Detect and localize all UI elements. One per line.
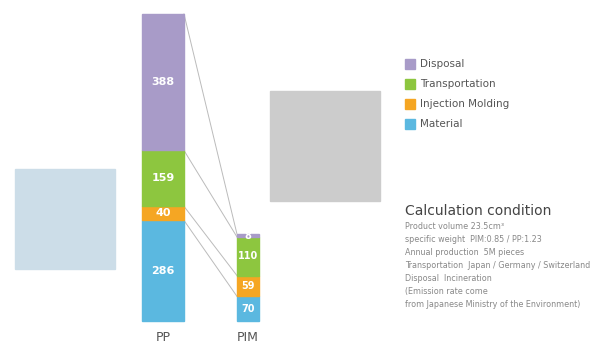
Text: Transportation: Transportation [420,79,496,89]
Text: 286: 286 [151,266,175,276]
Text: Disposal  Incineration: Disposal Incineration [405,274,492,283]
Bar [270,91,380,201]
Text: PIM: PIM [237,331,259,344]
Text: Calculation condition: Calculation condition [405,204,551,218]
Text: 110: 110 [238,251,258,261]
Text: 159: 159 [151,173,175,184]
Bar [142,206,184,221]
Bar [142,221,184,321]
Text: 70: 70 [241,304,255,314]
Text: (Emission rate come: (Emission rate come [405,287,488,296]
Bar [237,234,259,237]
Bar [237,296,259,321]
Bar [237,237,259,276]
Text: 40: 40 [155,208,171,218]
Text: specific weight  PIM:0.85 / PP:1.23: specific weight PIM:0.85 / PP:1.23 [405,235,542,244]
Text: PP: PP [155,331,170,344]
Text: Transportation  Japan / Germany / Switzerland: Transportation Japan / Germany / Switzer… [405,261,590,270]
Bar [237,276,259,296]
Text: Product volume 23.5cm³: Product volume 23.5cm³ [405,222,504,231]
Text: from Japanese Ministry of the Environment): from Japanese Ministry of the Environmen… [405,300,580,309]
Text: 59: 59 [241,281,255,291]
Bar [405,99,415,109]
Text: Disposal: Disposal [420,59,464,69]
Text: 8: 8 [245,231,251,240]
Bar [405,59,415,69]
Bar [405,119,415,129]
Bar [405,79,415,89]
Text: Injection Molding: Injection Molding [420,99,509,109]
Bar [15,169,115,269]
Bar [142,14,184,150]
Text: Material: Material [420,119,463,129]
Bar [142,150,184,206]
Text: Annual production  5M pieces: Annual production 5M pieces [405,248,524,257]
Text: 388: 388 [151,77,175,87]
